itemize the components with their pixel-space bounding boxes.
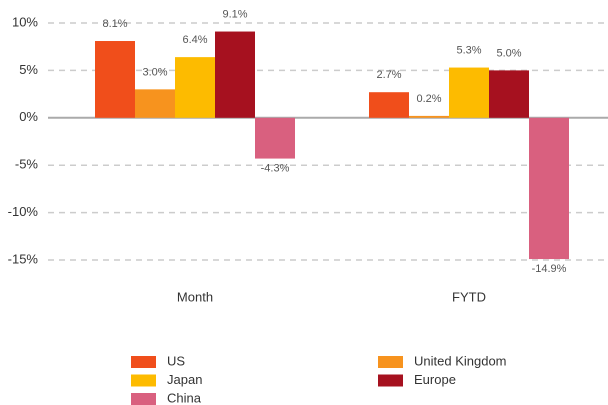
data-label: 5.3% — [456, 44, 481, 56]
bar — [135, 89, 175, 118]
data-label: 8.1% — [102, 18, 127, 30]
legend-swatch — [378, 356, 403, 368]
x-tick-label: FYTD — [452, 289, 486, 304]
data-label: 5.0% — [496, 47, 521, 59]
y-tick-label: -5% — [15, 157, 39, 172]
bar — [175, 57, 215, 118]
data-label: -14.9% — [532, 263, 567, 275]
data-label: 0.2% — [416, 93, 441, 105]
bar — [489, 70, 529, 118]
bar — [529, 117, 569, 260]
bar — [369, 92, 409, 118]
bar — [215, 31, 255, 118]
legend-label: Europe — [414, 372, 456, 387]
bar — [255, 117, 295, 159]
y-tick-label: -10% — [8, 204, 39, 219]
x-tick-label: Month — [177, 289, 213, 304]
legend-swatch — [131, 393, 156, 405]
bar — [95, 41, 135, 118]
legend-label: Japan — [167, 372, 202, 387]
legend-swatch — [131, 374, 156, 387]
data-label: 6.4% — [182, 34, 207, 46]
y-tick-label: 0% — [19, 109, 38, 124]
legend-label: United Kingdom — [414, 353, 507, 368]
legend-swatch — [131, 356, 156, 368]
y-tick-label: 5% — [19, 62, 38, 77]
data-label: 9.1% — [222, 8, 247, 20]
bar — [409, 115, 449, 118]
bar — [449, 67, 489, 118]
legend-label: US — [167, 353, 185, 368]
data-label: -4.3% — [261, 162, 290, 174]
legend-swatch — [378, 374, 403, 387]
data-label: 3.0% — [142, 66, 167, 78]
y-tick-label: 10% — [12, 14, 38, 29]
legend-label: China — [167, 390, 202, 405]
data-label: 2.7% — [376, 69, 401, 81]
y-tick-label: -15% — [8, 251, 39, 266]
